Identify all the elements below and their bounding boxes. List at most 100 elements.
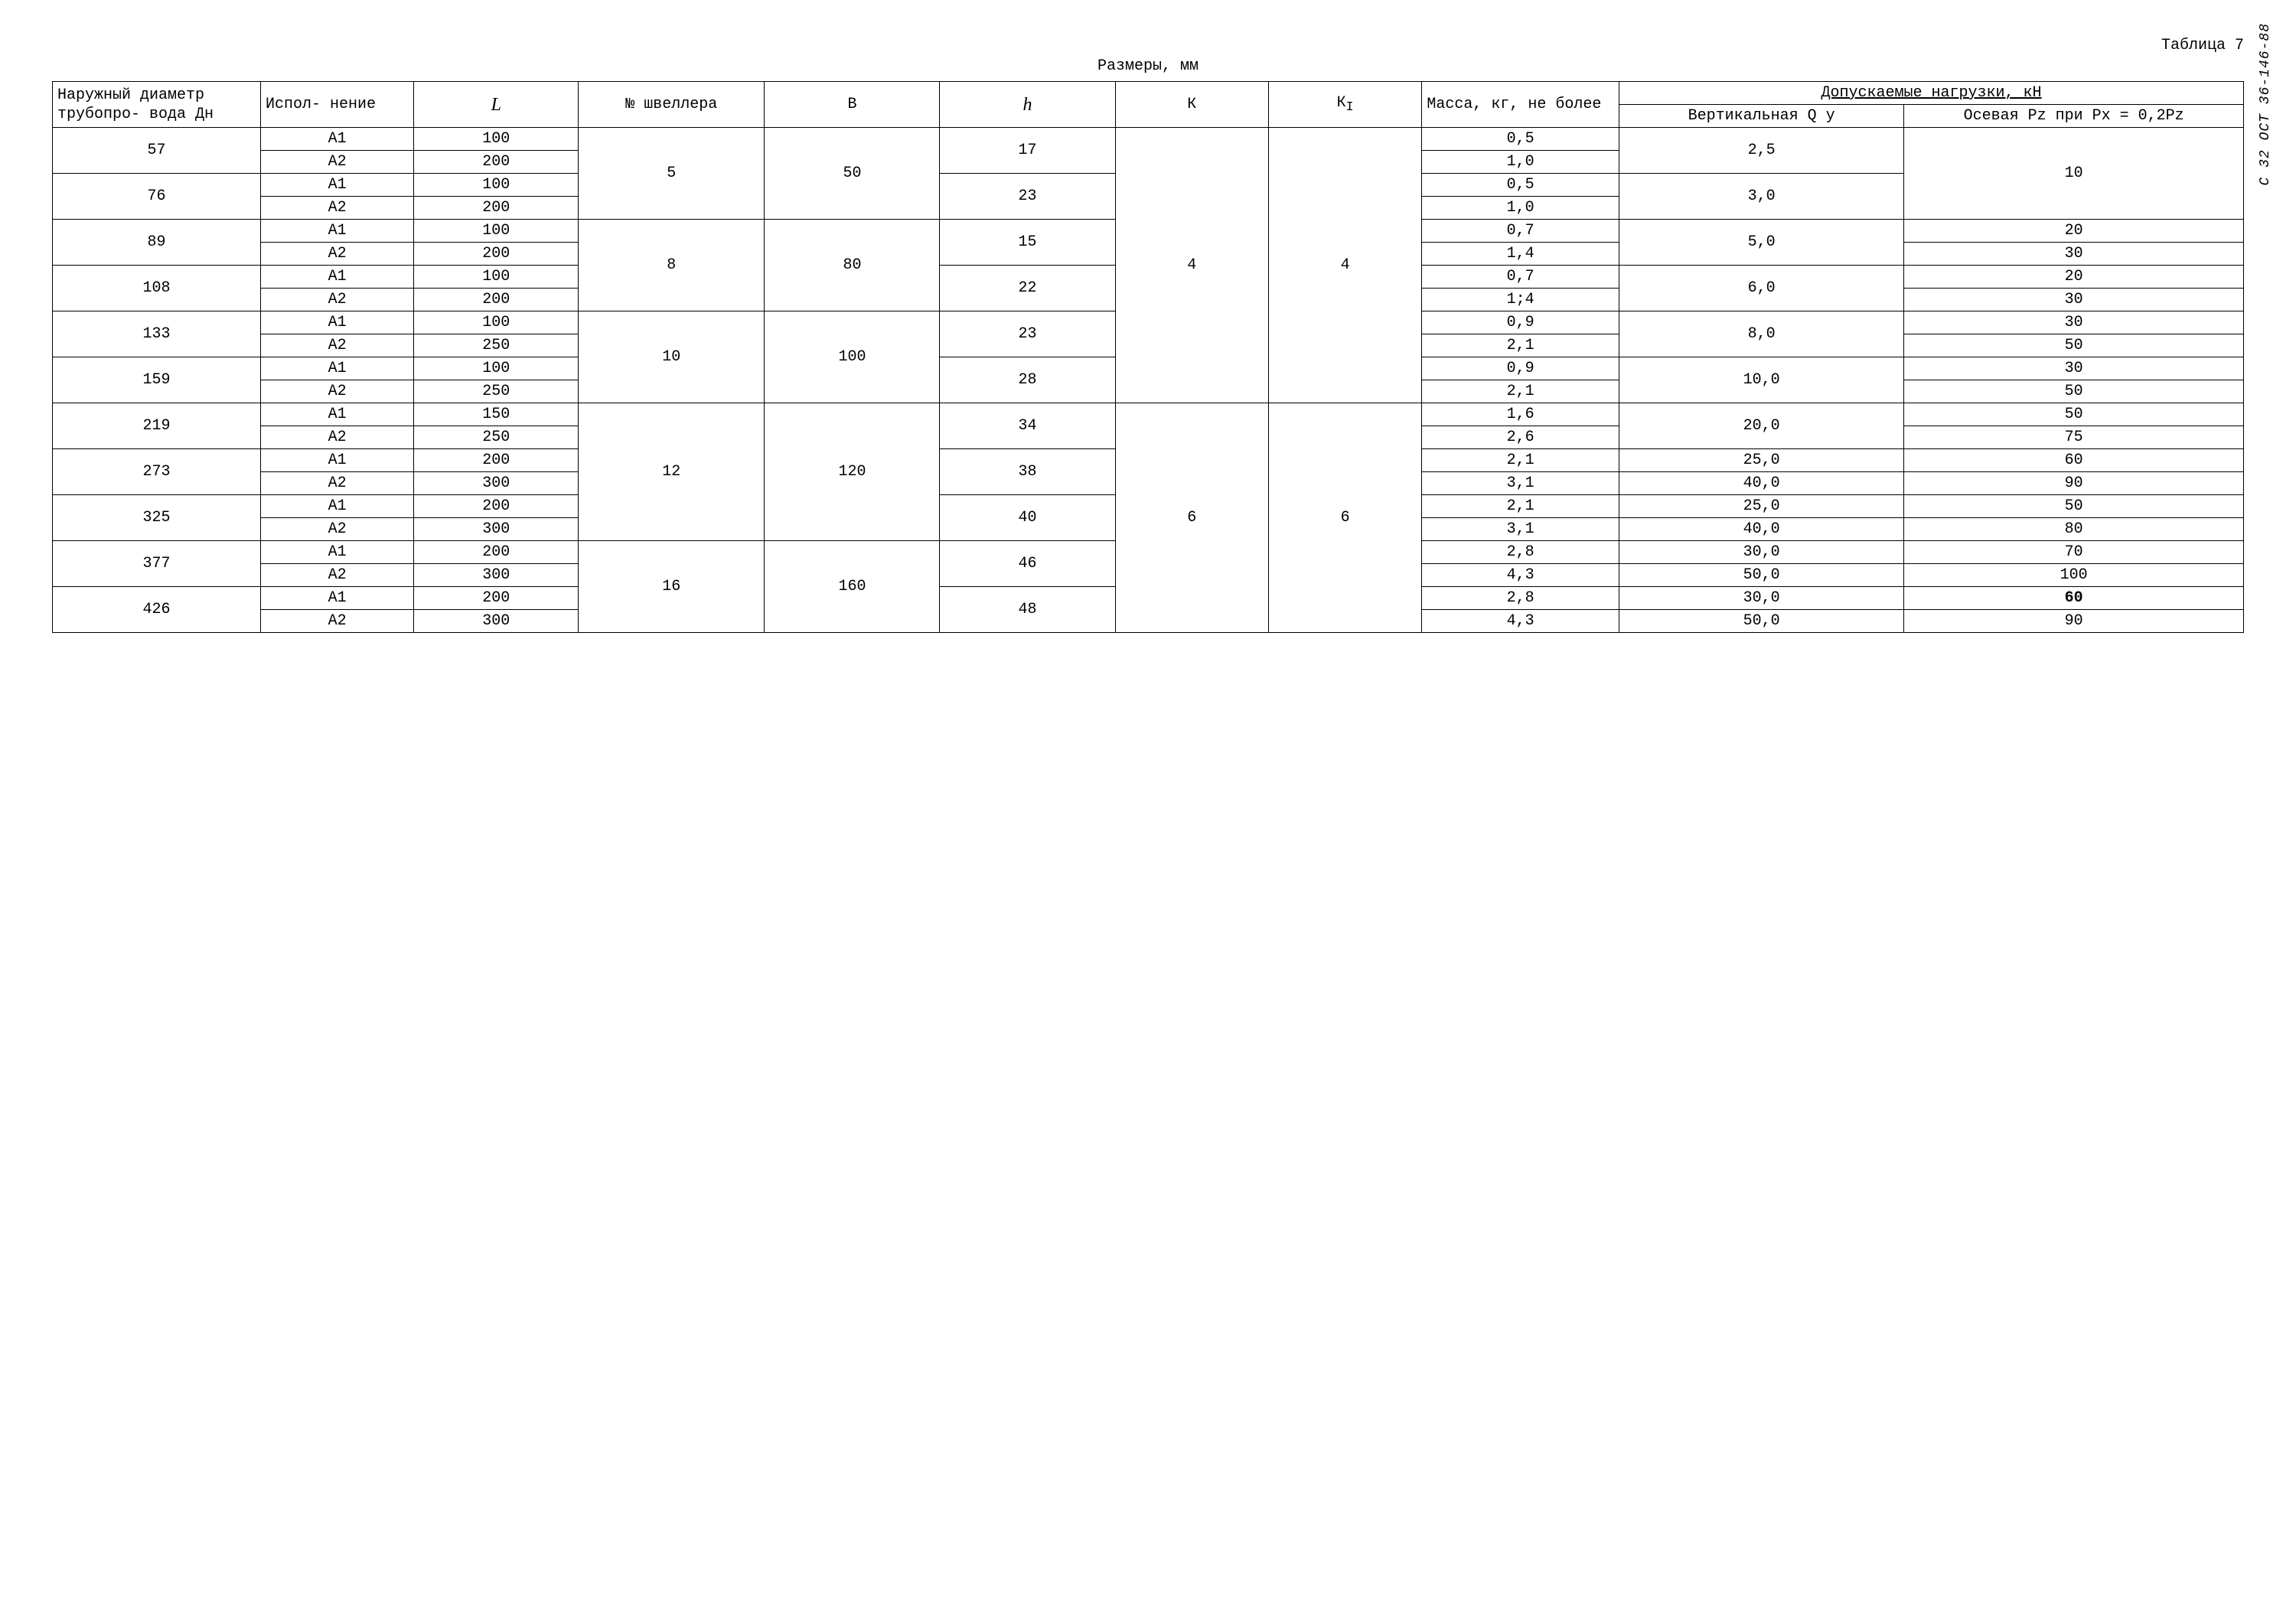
cell-KI: 6 [1268,403,1421,633]
cell-Pz: 20 [1904,220,2244,243]
cell-L: 200 [414,587,579,610]
cell-isp: А1 [260,449,413,472]
table-row: 57А110055017440,52,510 [53,128,2244,151]
cell-dn: 57 [53,128,261,174]
cell-isp: А1 [260,403,413,426]
col-loads: Допускаемые нагрузки, кН [1619,82,2243,105]
cell-h: 17 [940,128,1115,174]
col-Pz: Осевая Pz при Px = 0,2Pz [1904,105,2244,128]
cell-dn: 159 [53,357,261,403]
cell-KI: 4 [1268,128,1421,403]
cell-Qy: 10,0 [1619,357,1903,403]
cell-L: 300 [414,610,579,633]
cell-Qy: 20,0 [1619,403,1903,449]
cell-mass: 0,9 [1422,311,1619,334]
cell-isp: А2 [260,610,413,633]
cell-chan: 12 [579,403,765,541]
cell-isp: А2 [260,380,413,403]
cell-Qy: 50,0 [1619,610,1903,633]
cell-mass: 1,6 [1422,403,1619,426]
cell-Qy: 8,0 [1619,311,1903,357]
cell-Pz: 100 [1904,564,2244,587]
cell-h: 34 [940,403,1115,449]
cell-Pz: 30 [1904,311,2244,334]
cell-h: 15 [940,220,1115,266]
cell-mass: 0,7 [1422,220,1619,243]
cell-Qy: 5,0 [1619,220,1903,266]
cell-isp: А2 [260,243,413,266]
cell-L: 100 [414,128,579,151]
cell-chan: 10 [579,311,765,403]
col-dn: Наружный диаметр трубопро- вода Дн [53,82,261,128]
table-body: 57А110055017440,52,510А22001,076А1100230… [53,128,2244,633]
cell-L: 200 [414,449,579,472]
cell-L: 200 [414,541,579,564]
cell-mass: 2,8 [1422,587,1619,610]
cell-L: 100 [414,220,579,243]
cell-B: 50 [765,128,940,220]
col-Qy: Вертикальная Q y [1619,105,1903,128]
table-number: Таблица 7 [52,37,2244,54]
col-mass: Масса, кг, не более [1422,82,1619,128]
cell-dn: 219 [53,403,261,449]
cell-L: 300 [414,518,579,541]
cell-isp: А2 [260,334,413,357]
cell-L: 100 [414,266,579,289]
col-B: B [765,82,940,128]
cell-isp: А1 [260,495,413,518]
cell-h: 28 [940,357,1115,403]
cell-Pz: 75 [1904,426,2244,449]
cell-dn: 76 [53,174,261,220]
cell-L: 250 [414,426,579,449]
cell-isp: А1 [260,220,413,243]
cell-Pz: 90 [1904,472,2244,495]
cell-L: 100 [414,174,579,197]
cell-L: 300 [414,472,579,495]
table-header: Наружный диаметр трубопро- вода Дн Испол… [53,82,2244,128]
cell-isp: А1 [260,174,413,197]
cell-mass: 1,4 [1422,243,1619,266]
table-caption: Размеры, мм [52,57,2244,75]
cell-isp: А1 [260,541,413,564]
cell-Pz: 60 [1904,587,2244,610]
cell-dn: 325 [53,495,261,541]
table-row: 219А11501212034661,620,050 [53,403,2244,426]
cell-Qy: 3,0 [1619,174,1903,220]
cell-mass: 4,3 [1422,610,1619,633]
cell-Qy: 30,0 [1619,587,1903,610]
cell-Pz: 20 [1904,266,2244,289]
cell-B: 120 [765,403,940,541]
cell-isp: А1 [260,266,413,289]
cell-Pz: 50 [1904,403,2244,426]
cell-isp: А2 [260,472,413,495]
cell-Qy: 6,0 [1619,266,1903,311]
cell-mass: 0,7 [1422,266,1619,289]
cell-L: 200 [414,289,579,311]
cell-Pz: 10 [1904,128,2244,220]
cell-isp: А1 [260,357,413,380]
cell-L: 200 [414,151,579,174]
col-chan: № швеллера [579,82,765,128]
cell-Pz: 50 [1904,334,2244,357]
dimensions-table: Наружный диаметр трубопро- вода Дн Испол… [52,81,2244,633]
cell-Qy: 30,0 [1619,541,1903,564]
cell-isp: А1 [260,128,413,151]
cell-dn: 133 [53,311,261,357]
cell-isp: А2 [260,564,413,587]
cell-L: 250 [414,380,579,403]
col-h: h [940,82,1115,128]
cell-mass: 2,1 [1422,380,1619,403]
cell-L: 200 [414,495,579,518]
cell-L: 300 [414,564,579,587]
col-KI: КI [1268,82,1421,128]
cell-mass: 1;4 [1422,289,1619,311]
cell-isp: А2 [260,151,413,174]
cell-h: 23 [940,311,1115,357]
cell-Qy: 50,0 [1619,564,1903,587]
cell-Pz: 90 [1904,610,2244,633]
cell-mass: 0,5 [1422,174,1619,197]
cell-Qy: 25,0 [1619,495,1903,518]
cell-h: 46 [940,541,1115,587]
cell-h: 22 [940,266,1115,311]
cell-mass: 3,1 [1422,518,1619,541]
